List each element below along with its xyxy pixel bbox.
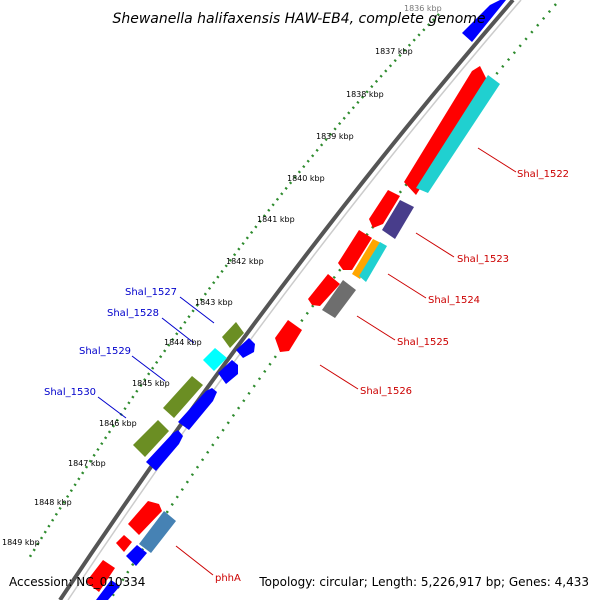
leader-line: [161, 317, 195, 344]
gene-label[interactable]: Shal_1530: [44, 387, 96, 398]
genome-backbone-inner: [67, 0, 522, 600]
gene-feature[interactable]: [86, 560, 115, 592]
genome-backbone: [58, 0, 515, 600]
gene-label[interactable]: phhA: [215, 573, 241, 584]
kbp-label: 1847 kbp: [68, 459, 106, 468]
leader-line: [415, 232, 455, 258]
kbp-label: 1848 kbp: [34, 498, 72, 507]
gene-feature[interactable]: [359, 242, 387, 282]
leader-lines: [97, 147, 517, 576]
gene-labels-forward: Shal_1527 Shal_1528 Shal_1529 Shal_1530: [44, 287, 177, 398]
leader-line: [319, 364, 359, 390]
gene-label[interactable]: Shal_1528: [107, 308, 159, 319]
kbp-label: 1836 kbp: [404, 4, 442, 13]
kbp-label: 1849 kbp: [2, 538, 40, 547]
gene-feature[interactable]: [128, 501, 162, 535]
kbp-label: 1846 kbp: [99, 419, 137, 428]
gene-feature[interactable]: [322, 280, 356, 318]
gene-feature[interactable]: [126, 545, 147, 566]
gene-feature[interactable]: [236, 338, 255, 358]
gene-feature[interactable]: [222, 322, 244, 348]
gene-feature[interactable]: [382, 200, 414, 239]
gene-feature[interactable]: [133, 420, 169, 457]
gene-feature[interactable]: [404, 66, 488, 195]
gene-feature[interactable]: [308, 274, 340, 306]
forward-genes: [86, 0, 506, 600]
gene-feature[interactable]: [146, 430, 183, 471]
gene-label[interactable]: Shal_1522: [517, 169, 569, 180]
leader-line: [97, 396, 127, 419]
gene-feature[interactable]: [218, 360, 238, 384]
reverse-genes: [139, 66, 500, 553]
kbp-label: 1839 kbp: [316, 132, 354, 141]
gene-label[interactable]: Shal_1529: [79, 346, 131, 357]
kbp-label: 1837 kbp: [375, 47, 413, 56]
gene-label[interactable]: Shal_1525: [397, 337, 449, 348]
gene-labels-reverse: Shal_1522 Shal_1523 Shal_1524 Shal_1525 …: [215, 169, 569, 584]
kbp-label: 1840 kbp: [287, 174, 325, 183]
map-title: Shewanella halifaxensis HAW-EB4, complet…: [112, 11, 485, 27]
leader-line: [175, 545, 214, 576]
leader-line: [356, 315, 396, 341]
gene-feature[interactable]: [462, 0, 506, 42]
gene-feature[interactable]: [338, 230, 372, 270]
gene-label[interactable]: Shal_1526: [360, 386, 412, 397]
kbp-label: 1844 kbp: [164, 338, 202, 347]
gene-feature[interactable]: [203, 348, 227, 371]
kbp-label: 1845 kbp: [132, 379, 170, 388]
gene-label[interactable]: Shal_1523: [457, 254, 509, 265]
gene-label[interactable]: Shal_1527: [125, 287, 177, 298]
leader-line: [477, 147, 517, 173]
kbp-label: 1838 kbp: [346, 90, 384, 99]
gene-feature[interactable]: [139, 511, 176, 553]
gene-feature[interactable]: [116, 535, 132, 552]
kbp-labels: 1836 kbp 1837 kbp 1838 kbp 1839 kbp 1840…: [2, 4, 442, 547]
kbp-label: 1843 kbp: [195, 298, 233, 307]
topology-text: Topology: circular; Length: 5,226,917 bp…: [258, 575, 589, 589]
gene-feature[interactable]: [352, 239, 381, 279]
kbp-label: 1842 kbp: [226, 257, 264, 266]
gene-feature[interactable]: [416, 75, 500, 193]
gene-feature[interactable]: [275, 320, 302, 352]
kbp-label: 1841 kbp: [257, 215, 295, 224]
leader-line: [131, 355, 166, 382]
accession-text: Accession: NC_010334: [9, 575, 145, 589]
gene-feature[interactable]: [96, 580, 120, 600]
gene-label[interactable]: Shal_1524: [428, 295, 480, 306]
gene-feature[interactable]: [163, 376, 203, 418]
leader-line: [387, 273, 427, 299]
gene-feature[interactable]: [369, 190, 400, 228]
gene-feature[interactable]: [178, 388, 217, 430]
leader-line: [179, 296, 215, 324]
